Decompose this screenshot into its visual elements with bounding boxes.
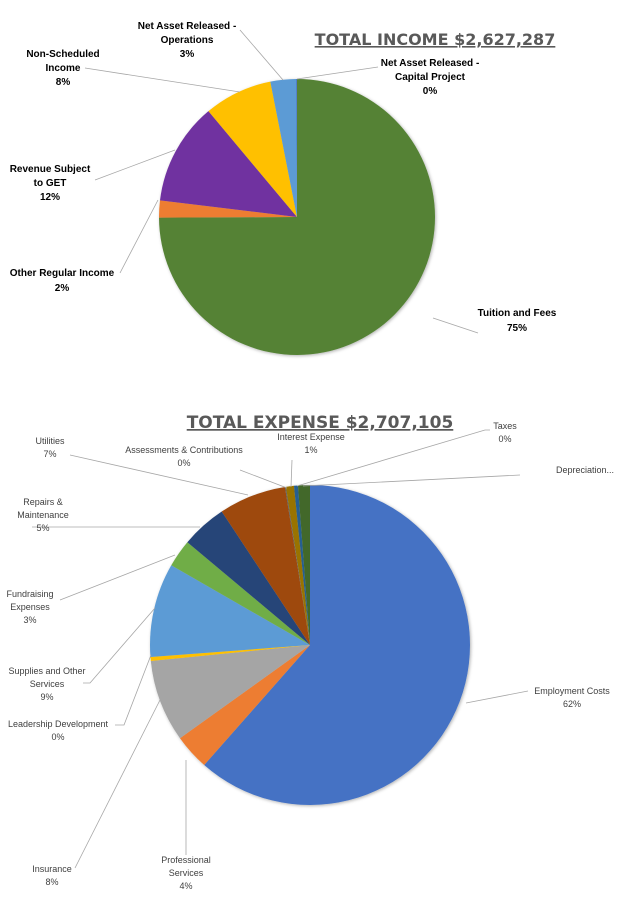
leader-line	[239, 29, 284, 81]
label-other-regular: Other Regular Income	[10, 268, 115, 279]
pie-slice-assessments-contributions	[284, 486, 310, 645]
pie-slice-employment-costs	[204, 485, 470, 805]
pie-slice-other-regular-income	[159, 200, 297, 218]
leader-line	[119, 199, 159, 274]
pie-slice-revenue-subject-to-get	[160, 111, 297, 217]
leader-line	[296, 429, 490, 487]
leader-line	[302, 474, 521, 487]
pie-slice-professional-services	[179, 645, 310, 766]
pie-slice-repairs-maintenance	[187, 511, 310, 645]
leader-line	[83, 607, 156, 684]
pie-slice-interest-expense	[285, 485, 310, 645]
leader-line	[239, 469, 288, 489]
pie-slice-fundraising-expenses	[171, 542, 310, 645]
leader-line	[290, 459, 293, 488]
income-title: TOTAL INCOME $2,627,287	[315, 30, 556, 49]
pie-slice-taxes	[293, 485, 310, 645]
expense-labels: Employment Costs 62% Professional Services…	[6, 421, 614, 891]
leader-line	[59, 554, 176, 601]
pie-slice-leadership-development	[150, 645, 310, 662]
svg-text:Depreciation...: Depreciation...	[556, 465, 614, 475]
svg-text:Net Asset Released -Operations: Net Asset Released -Operations 3%	[138, 21, 237, 60]
label-tuition: Tuition and Fees	[478, 308, 557, 319]
leader-line	[432, 317, 479, 334]
leader-line	[74, 699, 161, 869]
leader-line	[296, 66, 379, 80]
pie-slice-depreciation	[297, 485, 310, 645]
svg-text:Net Asset Released -Capital Pr: Net Asset Released -Capital Project 0%	[381, 58, 480, 97]
pie-slice-non-scheduled-income	[208, 81, 297, 218]
leader-line	[115, 654, 152, 726]
pie-slice-net-asset-released-operations	[270, 79, 297, 217]
pie-slice-insurance	[150, 645, 310, 739]
pie-slice-supplies-and-other-services	[149, 565, 310, 658]
pie-slice-tuition-and-fees	[159, 79, 435, 355]
leader-line	[84, 67, 241, 93]
leader-line	[69, 454, 249, 496]
leader-line	[465, 690, 529, 704]
pie-slice-utilities	[221, 486, 310, 645]
pie-slice-net-asset-released-capital-project	[296, 79, 297, 217]
income-labels: Tuition and Fees 75% Other Regular Income…	[10, 21, 557, 334]
income-pie	[159, 79, 435, 355]
expense-title: TOTAL EXPENSE $2,707,105	[187, 413, 454, 433]
expense-pie	[149, 485, 470, 805]
leader-line	[94, 149, 176, 181]
